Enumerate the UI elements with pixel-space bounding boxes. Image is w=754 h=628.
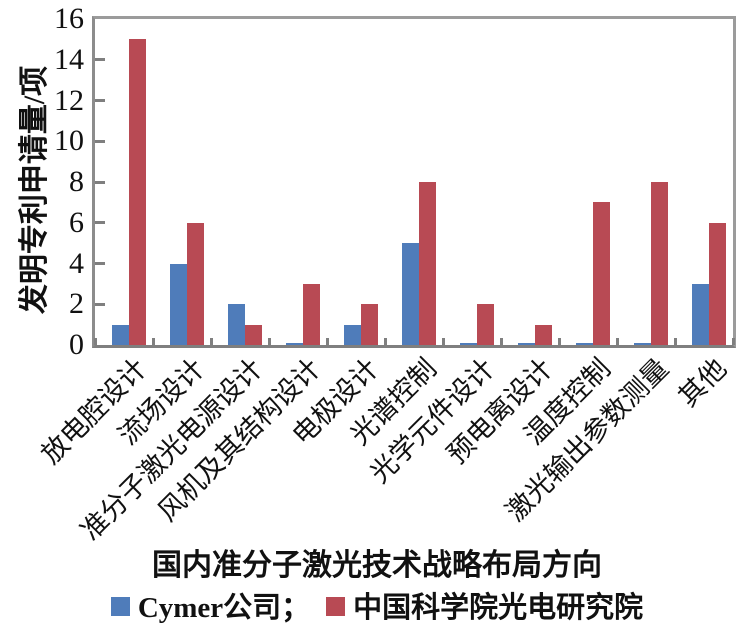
bar-cymer-2 [228,304,245,345]
x-tick-mark [499,338,503,345]
x-tick-mark [209,338,213,345]
plot-area [92,16,736,348]
legend-label-cymer: Cymer公司； [137,592,311,624]
bar-cymer-0 [112,324,129,345]
y-tick-mark [95,180,105,184]
bar-cymer-6 [460,342,477,345]
y-tick-mark [95,302,105,306]
bar-cymer-8 [576,342,593,345]
y-tick-label: 6 [69,205,84,239]
legend-item-cymer: Cymer公司； [110,584,311,626]
bar-cymer-3 [286,342,303,345]
y-tick-mark [95,99,105,102]
y-tick-label: 8 [69,165,84,198]
bar-cymer-5 [402,243,419,345]
bar-cymer-9 [634,342,651,345]
bar-cas-7 [535,324,552,345]
legend-swatch-red-icon [326,597,346,616]
x-tick-mark [151,338,155,345]
y-tick-label: 10 [54,124,84,158]
x-tick-mark [383,338,387,345]
x-category-label: 其他 [672,353,733,413]
bar-cymer-10 [692,283,709,345]
x-tick-mark [673,338,677,345]
bar-cymer-7 [518,342,535,345]
x-tick-mark [325,338,329,345]
y-tick-mark [95,58,105,62]
legend-item-cas: 中国科学院光电研究院 [326,584,643,626]
y-tick-label: 2 [69,287,84,321]
bar-cymer-1 [170,263,187,345]
x-tick-mark [557,338,561,345]
bar-cymer-4 [344,324,361,345]
y-tick-mark [95,221,105,225]
bar-cas-2 [245,324,262,345]
y-tick-label: 16 [54,2,84,35]
x-tick-mark [615,338,619,345]
bar-cas-10 [709,222,726,345]
y-tick-label: 14 [54,42,84,76]
y-tick-mark [95,139,105,143]
bar-cas-4 [361,304,378,345]
bar-cas-3 [303,283,320,345]
y-tick-label: 12 [54,83,84,117]
bar-cas-9 [651,182,668,345]
bar-cas-6 [477,304,494,345]
y-tick-label: 0 [69,328,84,361]
x-tick-mark [441,338,445,345]
legend: Cymer公司； 中国科学院光电研究院 [0,584,754,626]
y-tick-label: 4 [69,246,84,280]
x-axis-title: 国内准分子激光技术战略布局方向 [152,549,602,582]
x-tick-mark [267,338,271,345]
bar-cas-8 [593,202,610,345]
legend-swatch-blue-icon [110,597,130,616]
x-tick-mark [731,338,735,345]
bar-cas-5 [419,182,436,345]
legend-label-cas: 中国科学院光电研究院 [353,592,644,624]
bar-cas-1 [187,222,204,345]
x-tick-mark [93,338,97,345]
bar-cas-0 [129,39,146,345]
y-tick-mark [95,262,105,265]
